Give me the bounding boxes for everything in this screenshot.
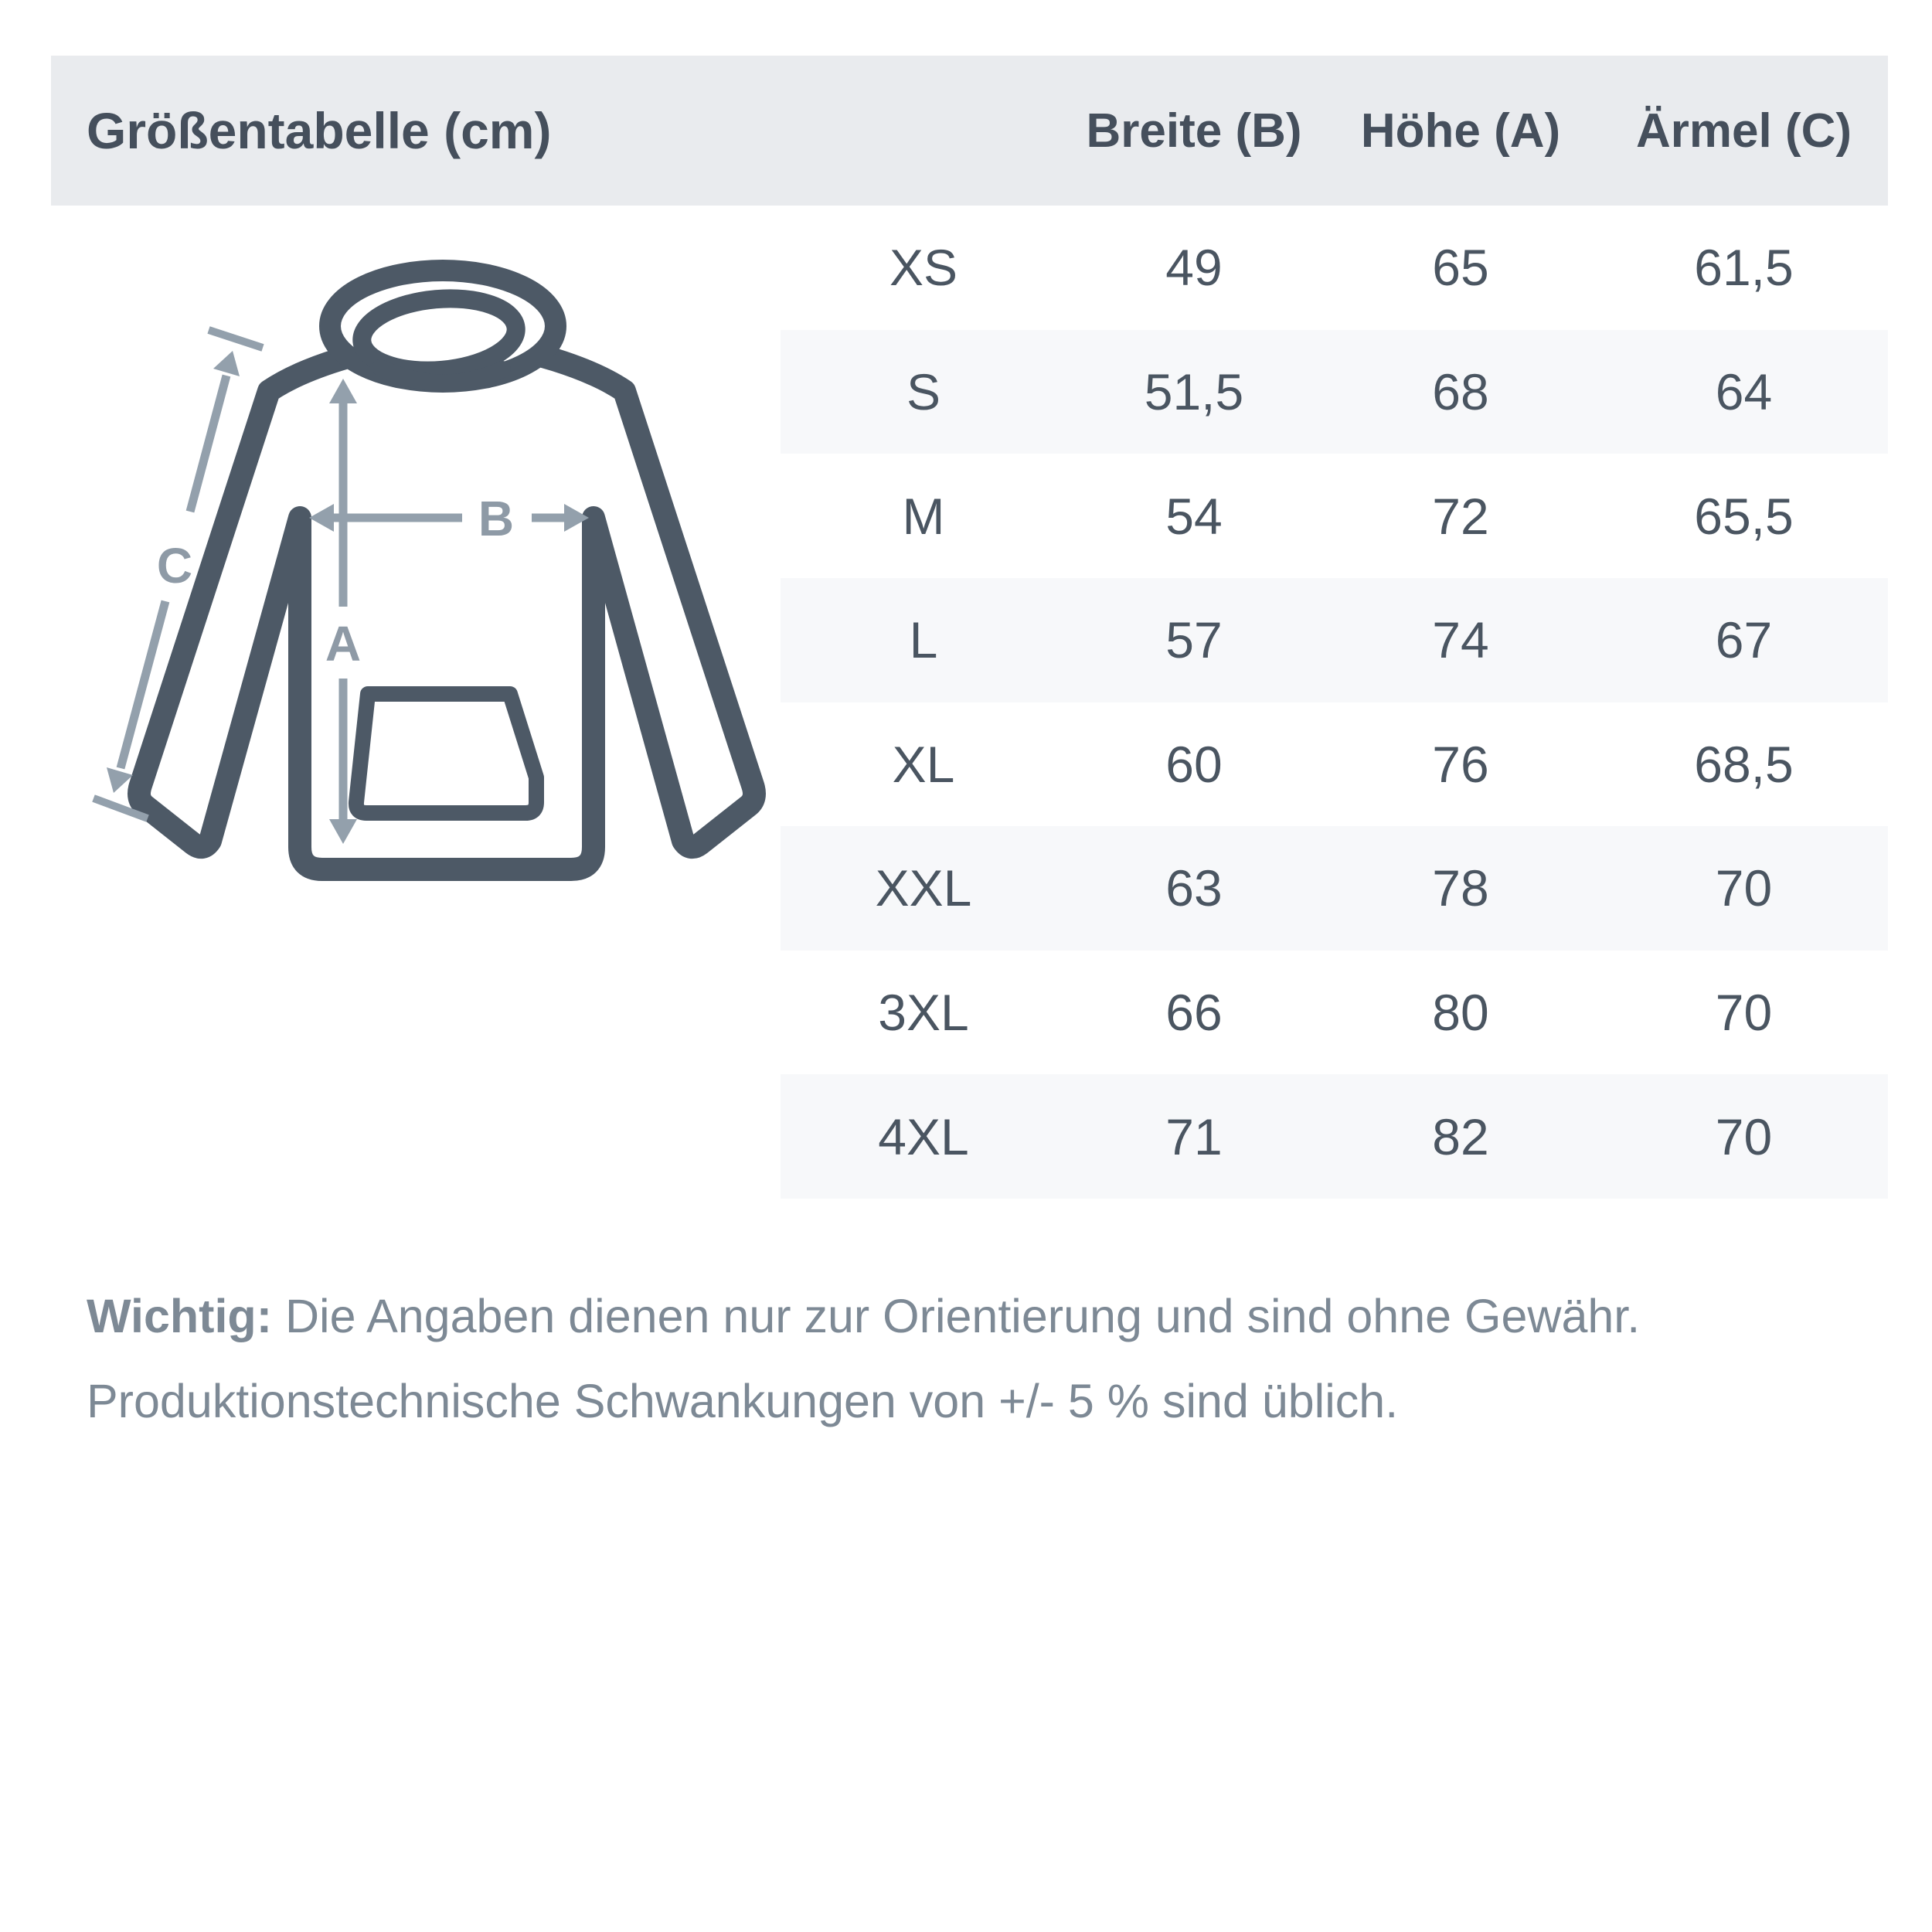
size-label: 3XL xyxy=(878,984,969,1042)
measurement-arrow-c xyxy=(92,326,264,822)
size-label: M xyxy=(902,487,945,545)
hoehe-value: 80 xyxy=(1432,984,1489,1042)
breite-value: 63 xyxy=(1165,859,1223,917)
diagram-label-b: B xyxy=(478,491,514,546)
hoehe-value: 68 xyxy=(1432,362,1489,420)
breite-value: 49 xyxy=(1165,239,1223,297)
hood-drape-curve xyxy=(372,359,511,392)
aermel-value: 70 xyxy=(1715,1107,1773,1165)
column-header-aermel: Ärmel (C) xyxy=(1635,104,1852,158)
hood-inner-ring xyxy=(352,289,526,380)
table-row-3xl: 3XL 66 80 70 xyxy=(781,951,1888,1075)
measurement-arrow-a xyxy=(329,379,357,844)
disclaimer-line-1: Wichtig: Die Angaben dienen nur zur Orie… xyxy=(87,1274,1864,1359)
hoehe-value: 78 xyxy=(1432,859,1489,917)
aermel-value: 61,5 xyxy=(1694,239,1794,297)
kangaroo-pocket xyxy=(348,686,544,821)
aermel-value: 67 xyxy=(1715,611,1773,669)
diagram-label-c: C xyxy=(157,538,192,594)
table-header-band: Größentabelle (cm) Breite (B) Höhe (A) Ä… xyxy=(51,56,1888,206)
hoodie-body-outline xyxy=(128,330,766,881)
hoehe-value: 65 xyxy=(1432,239,1489,297)
hoodie-measurement-diagram: A B C xyxy=(92,260,766,881)
column-header-hoehe: Höhe (A) xyxy=(1360,104,1561,158)
hoehe-value: 74 xyxy=(1432,611,1489,669)
size-label: XXL xyxy=(875,859,972,917)
breite-value: 66 xyxy=(1165,984,1223,1042)
table-row-xxl: XXL 63 78 70 xyxy=(781,826,1888,951)
hoehe-value: 82 xyxy=(1432,1107,1489,1165)
size-table: XS 49 65 61,5 S 51,5 68 64 M 54 72 65,5 … xyxy=(781,206,1888,1199)
size-label: L xyxy=(909,611,938,669)
aermel-value: 64 xyxy=(1715,362,1773,420)
disclaimer-line-1-text: Die Angaben dienen nur zur Orientierung … xyxy=(272,1290,1641,1342)
size-label: XS xyxy=(889,239,958,297)
aermel-value: 70 xyxy=(1715,984,1773,1042)
breite-value: 54 xyxy=(1165,487,1223,545)
size-label: S xyxy=(906,362,941,420)
column-headers: Breite (B) Höhe (A) Ärmel (C) xyxy=(781,104,1888,158)
hoehe-value: 76 xyxy=(1432,735,1489,793)
diagram-label-a: A xyxy=(325,616,361,672)
breite-value: 57 xyxy=(1165,611,1223,669)
measurement-arrow-b xyxy=(309,504,589,532)
table-row-xl: XL 60 76 68,5 xyxy=(781,702,1888,827)
disclaimer-emphasis: Wichtig: xyxy=(87,1290,273,1342)
breite-value: 51,5 xyxy=(1144,362,1244,420)
aermel-value: 68,5 xyxy=(1694,735,1794,793)
aermel-value: 65,5 xyxy=(1694,487,1794,545)
aermel-value: 70 xyxy=(1715,859,1773,917)
table-row-m: M 54 72 65,5 xyxy=(781,454,1888,578)
hoehe-value: 72 xyxy=(1432,487,1489,545)
column-header-breite: Breite (B) xyxy=(1086,104,1302,158)
table-row-l: L 57 74 67 xyxy=(781,577,1888,702)
table-row-s: S 51,5 68 64 xyxy=(781,329,1888,454)
size-label: XL xyxy=(892,735,955,793)
disclaimer-note: Wichtig: Die Angaben dienen nur zur Orie… xyxy=(87,1274,1864,1444)
size-label: 4XL xyxy=(878,1107,969,1165)
disclaimer-line-2: Produktionstechnische Schwankungen von +… xyxy=(87,1375,1399,1427)
table-row-4xl: 4XL 71 82 70 xyxy=(781,1074,1888,1199)
breite-value: 71 xyxy=(1165,1107,1223,1165)
page-title: Größentabelle (cm) xyxy=(87,102,552,159)
table-row-xs: XS 49 65 61,5 xyxy=(781,206,1888,330)
breite-value: 60 xyxy=(1165,735,1223,793)
